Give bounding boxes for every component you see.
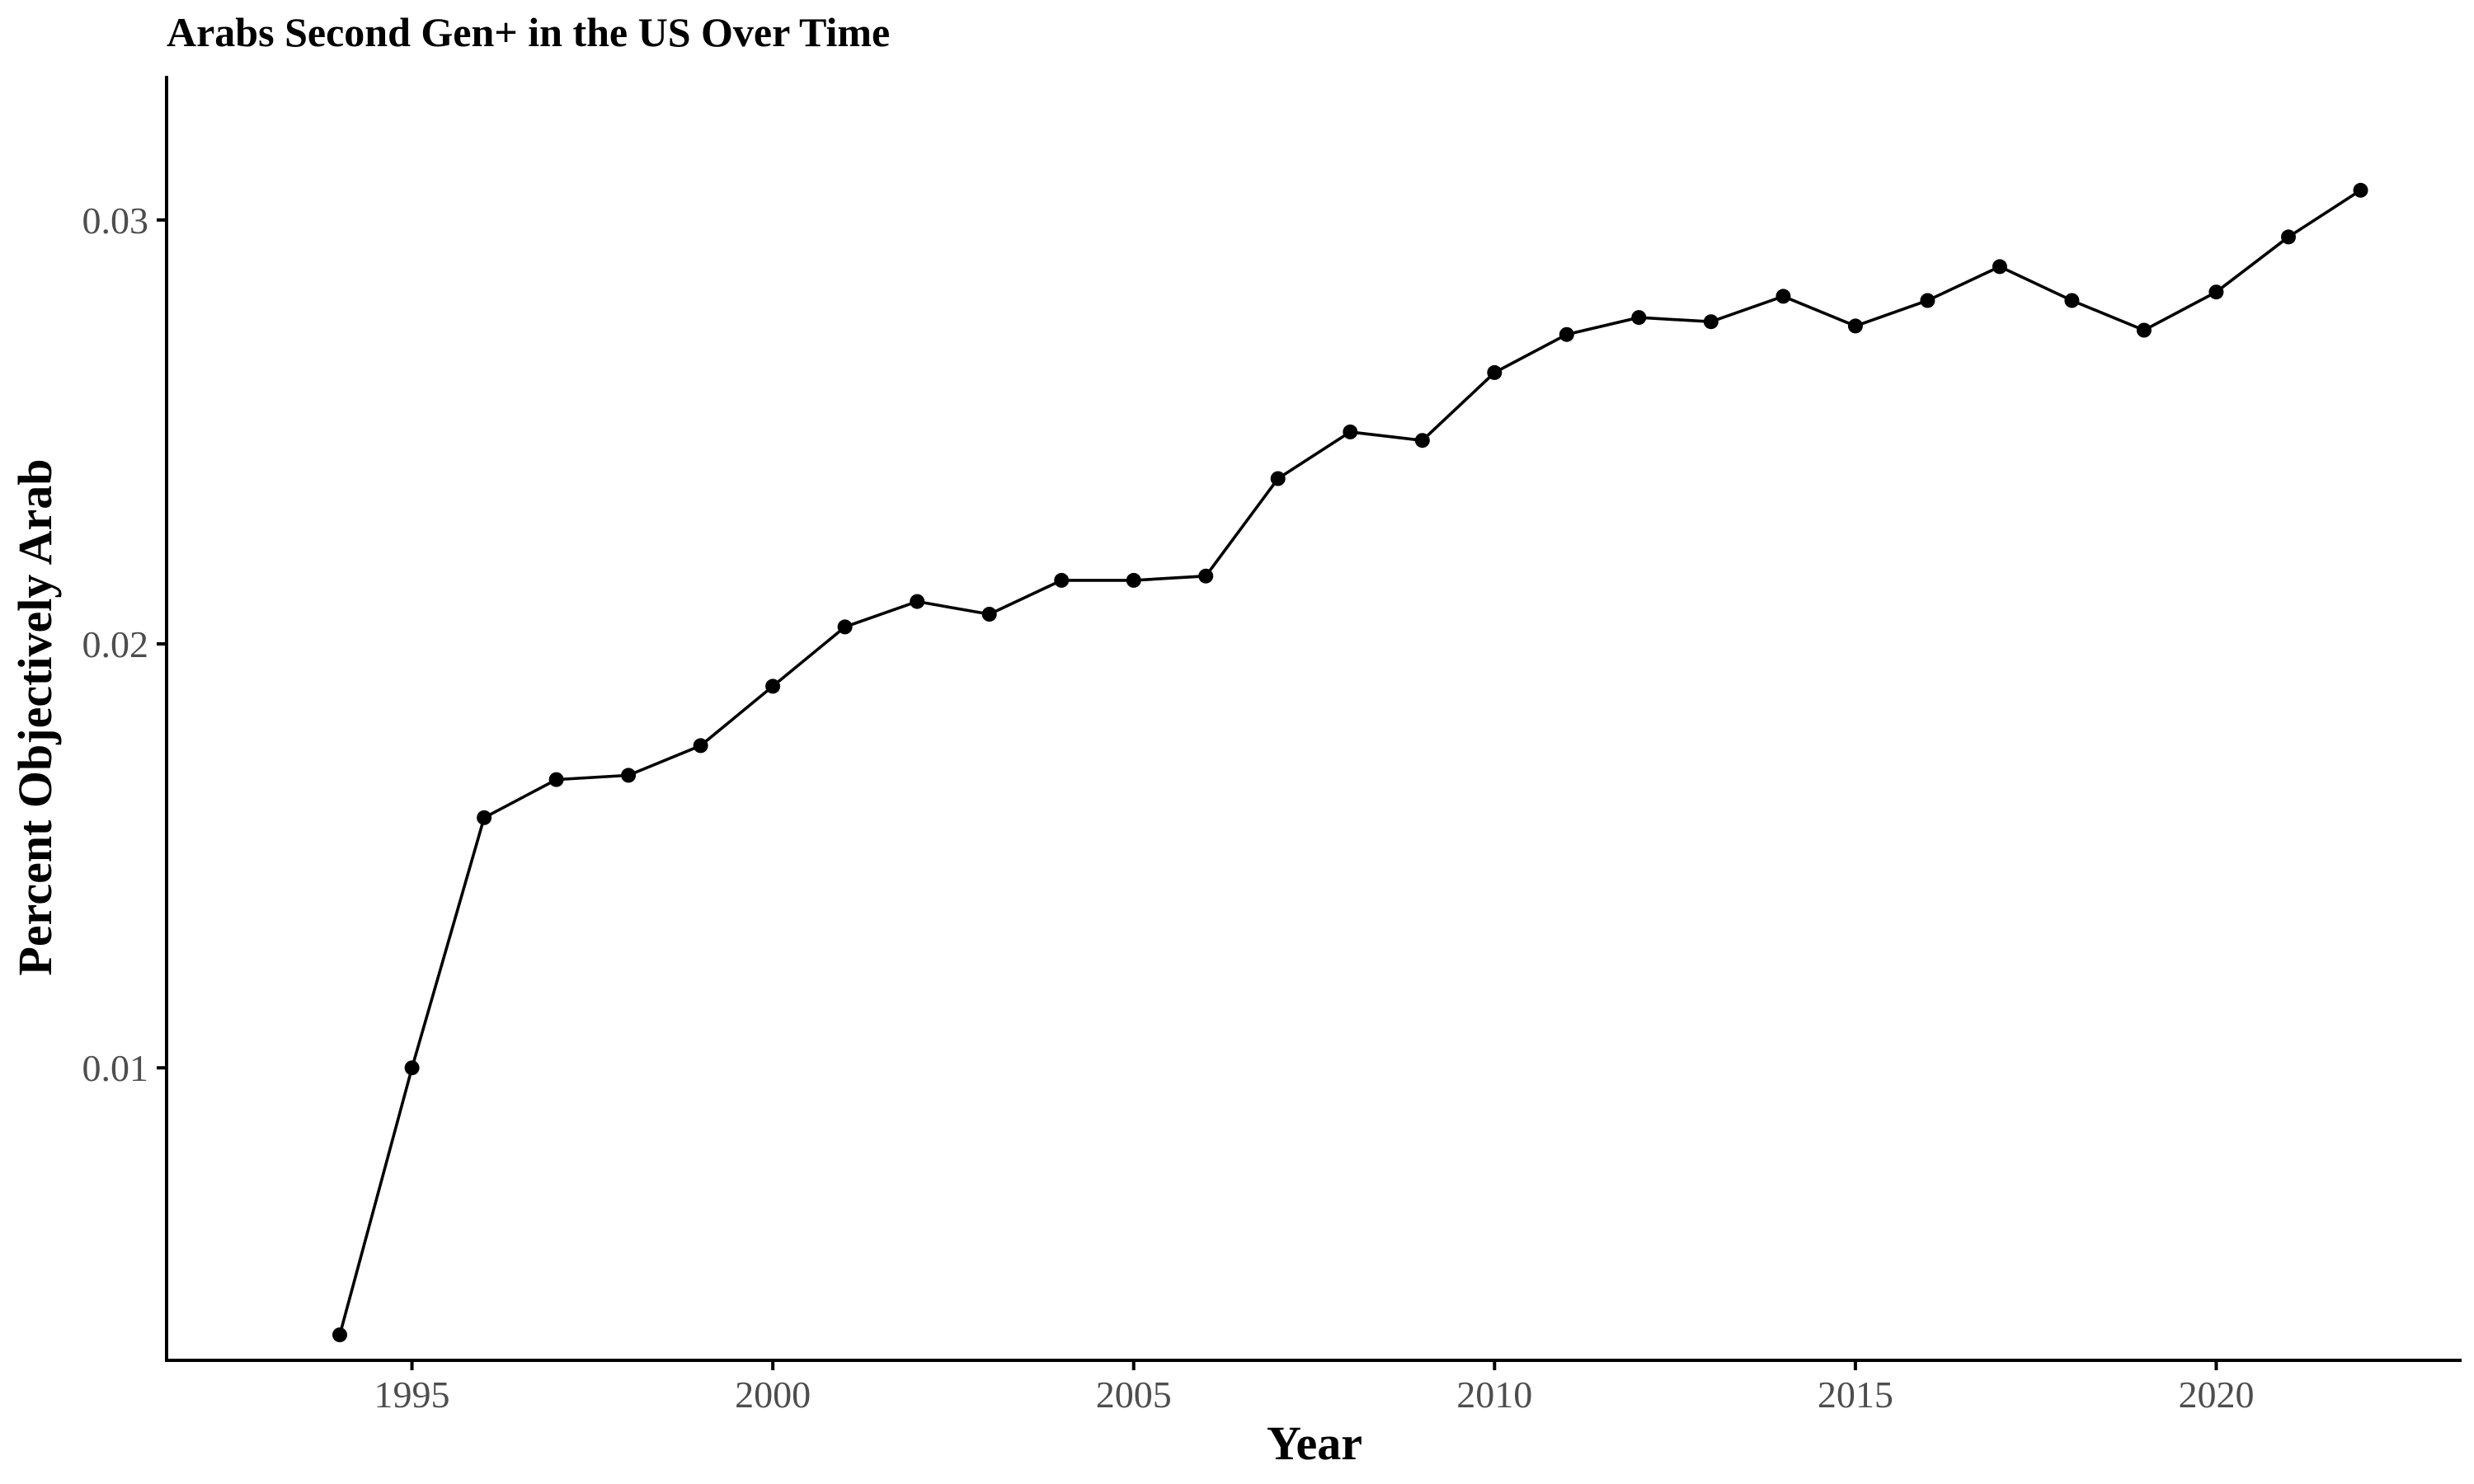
x-tick-label: 1995 [374, 1374, 450, 1416]
data-point-2011 [1559, 326, 1574, 342]
data-point-2016 [1920, 293, 1935, 308]
data-point-1997 [548, 772, 564, 787]
data-point-1999 [693, 738, 708, 754]
data-point-1994 [332, 1327, 347, 1343]
data-point-1998 [621, 768, 637, 783]
y-tick-label: 0.02 [82, 623, 149, 665]
data-point-2003 [981, 607, 997, 622]
y-tick-label: 0.01 [82, 1047, 149, 1089]
data-point-2008 [1343, 424, 1358, 439]
y-tick-label: 0.03 [82, 200, 149, 242]
data-point-2006 [1198, 568, 1214, 584]
x-tick-label: 2005 [1096, 1374, 1172, 1416]
data-point-2013 [1703, 314, 1719, 330]
data-point-2010 [1487, 364, 1503, 380]
data-point-2017 [1992, 259, 2007, 275]
data-point-2001 [837, 619, 853, 635]
data-point-1995 [404, 1060, 420, 1076]
data-point-2004 [1054, 572, 1070, 588]
x-tick-label: 2000 [735, 1374, 811, 1416]
data-point-2000 [765, 679, 781, 694]
data-point-1996 [477, 810, 492, 825]
x-tick-label: 2015 [1818, 1374, 1893, 1416]
x-tick-label: 2020 [2178, 1374, 2254, 1416]
data-point-2009 [1414, 433, 1430, 448]
data-point-2014 [1776, 289, 1791, 304]
data-point-2021 [2281, 229, 2296, 245]
data-point-2018 [2064, 293, 2080, 308]
data-point-2012 [1631, 310, 1647, 326]
y-axis-ticks: 0.01 0.02 0.03 [82, 200, 167, 1089]
plot-area [332, 182, 2368, 1343]
data-point-2005 [1126, 572, 1141, 588]
x-axis-title: Year [1267, 1416, 1362, 1470]
y-axis-title: Percent Objectively Arab [8, 458, 62, 975]
x-tick-label: 2010 [1456, 1374, 1532, 1416]
data-point-2022 [2353, 182, 2368, 198]
data-point-2015 [1847, 318, 1863, 334]
data-point-2019 [2136, 322, 2152, 338]
data-point-2020 [2208, 284, 2224, 300]
x-axis-ticks: 1995 2000 2005 2010 2015 2020 [374, 1360, 2254, 1416]
data-point-2007 [1270, 471, 1286, 486]
chart-title: Arabs Second Gen+ in the US Over Time [167, 9, 890, 55]
series-line [338, 189, 2362, 1336]
data-point-2002 [910, 594, 925, 609]
